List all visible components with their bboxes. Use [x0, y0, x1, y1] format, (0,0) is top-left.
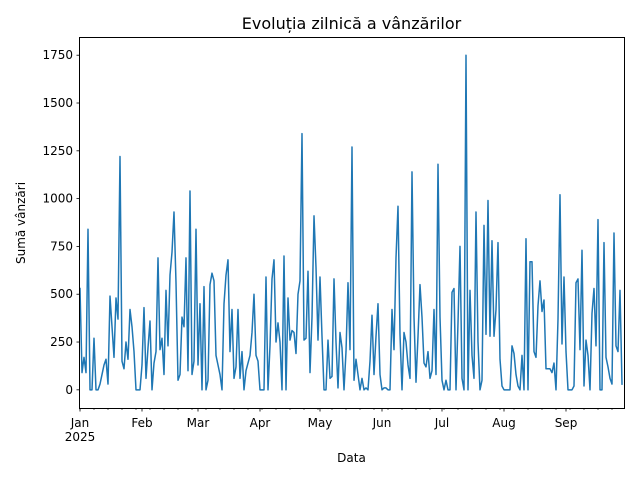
- x-tick-label: Sep: [555, 416, 578, 430]
- y-tick-label: 750: [50, 239, 73, 253]
- x-tick-label: Jul: [434, 416, 449, 430]
- x-tick-label: May: [308, 416, 333, 430]
- y-tick-label: 1750: [42, 48, 73, 62]
- y-axis-label: Sumă vânzări: [14, 182, 28, 264]
- y-tick-label: 500: [50, 287, 73, 301]
- x-tick-label: Feb: [131, 416, 152, 430]
- y-tick-label: 0: [65, 383, 73, 397]
- x-axis-label: Data: [337, 451, 366, 465]
- x-tick-label: Jan: [70, 416, 90, 430]
- y-axis-ticks: 0 250 500 750 1000 1250 1500 1750: [42, 48, 80, 397]
- x-tick-label: Aug: [492, 416, 515, 430]
- chart-title: Evoluția zilnică a vânzărilor: [242, 14, 462, 33]
- plot-frame: [79, 37, 625, 409]
- y-tick-label: 250: [50, 335, 73, 349]
- y-tick-label: 1500: [42, 96, 73, 110]
- series-line: [79, 54, 623, 391]
- series-layer: [79, 54, 623, 391]
- y-tick-label: 1000: [42, 192, 73, 206]
- x-tick-label: Mar: [187, 416, 210, 430]
- x-tick-year-label: 2025: [65, 430, 96, 444]
- x-tick-label: Jun: [372, 416, 392, 430]
- x-tick-label: Apr: [250, 416, 271, 430]
- y-tick-label: 1250: [42, 144, 73, 158]
